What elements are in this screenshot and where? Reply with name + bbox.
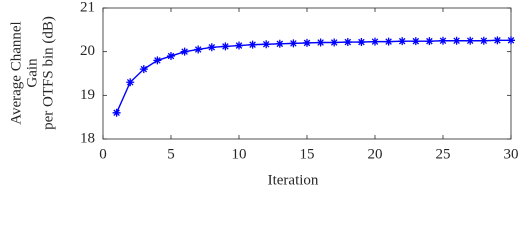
x-tick-label: 15 (300, 146, 315, 162)
point-marker (194, 45, 203, 54)
x-tick-label: 10 (232, 146, 247, 162)
y-axis-label-line: Gain (24, 58, 40, 88)
point-marker (112, 108, 121, 117)
point-marker (384, 37, 393, 46)
y-axis-label-line: per OTFS bin (dB) (40, 16, 56, 130)
point-marker (180, 47, 189, 56)
x-tick-label: 0 (99, 146, 107, 162)
point-marker (303, 38, 311, 47)
point-marker (126, 78, 135, 87)
point-marker (479, 36, 488, 45)
y-tick-label: 21 (80, 0, 95, 15)
point-marker (411, 37, 420, 46)
point-marker (398, 37, 407, 46)
point-marker (221, 42, 230, 51)
point-marker (262, 40, 271, 49)
point-marker (425, 37, 434, 46)
point-marker (235, 41, 243, 50)
point-marker (316, 38, 325, 47)
x-tick-label: 20 (368, 146, 383, 162)
point-marker (289, 39, 298, 48)
x-tick-label: 30 (504, 146, 519, 162)
axes-box (102, 7, 512, 140)
x-tick-label: 5 (167, 146, 175, 162)
point-marker (330, 38, 339, 47)
point-marker (466, 36, 475, 45)
point-marker (439, 36, 447, 45)
chart: Iteration Average Channel Gain per OTFS … (8, 0, 519, 188)
x-axis-label: Iteration (268, 172, 319, 188)
point-marker (507, 36, 515, 45)
point-marker (167, 52, 175, 61)
y-tick-label: 19 (80, 87, 95, 103)
point-marker (343, 38, 352, 47)
x-tick-label: 25 (436, 146, 451, 162)
point-marker (139, 65, 148, 74)
point-marker (207, 43, 216, 52)
y-axis-label-line: Average Channel (8, 21, 24, 124)
point-marker (275, 39, 284, 48)
point-marker (248, 40, 257, 49)
point-marker (371, 37, 379, 46)
point-marker (452, 36, 461, 45)
y-tick-label: 18 (80, 130, 95, 146)
point-marker (493, 36, 502, 45)
point-marker (357, 38, 366, 47)
point-marker (153, 56, 162, 65)
y-axis-label: Average Channel Gain per OTFS bin (dB) (8, 16, 56, 130)
y-tick-label: 20 (80, 43, 95, 59)
